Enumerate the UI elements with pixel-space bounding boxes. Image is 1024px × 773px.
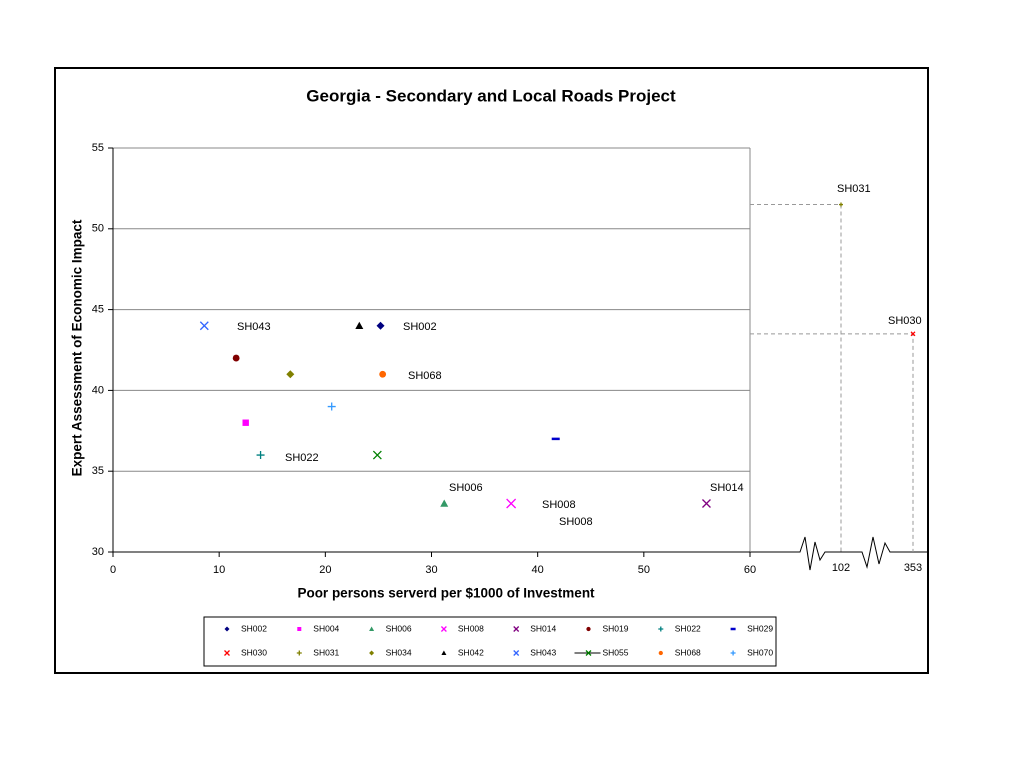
legend-label: SH030 <box>241 647 267 657</box>
data-point <box>506 498 517 509</box>
legend-label: SH022 <box>675 623 701 633</box>
legend-marker <box>369 626 375 631</box>
data-point <box>376 321 385 330</box>
x-break-tick-label: 353 <box>904 562 922 574</box>
chart-frame <box>54 67 929 674</box>
x-tick-label: 0 <box>110 564 116 576</box>
data-point <box>327 402 336 411</box>
legend-label: SH043 <box>530 647 556 657</box>
legend-label: SH055 <box>603 647 629 657</box>
legend-marker <box>658 650 663 656</box>
legend-marker <box>658 626 664 632</box>
data-point <box>379 370 387 378</box>
x-tick-label: 60 <box>744 564 756 576</box>
annotation: SH008 <box>559 516 593 528</box>
y-tick-label: 35 <box>92 465 104 477</box>
y-tick-label: 55 <box>92 142 104 154</box>
x-axis-label: Poor persons serverd per $1000 of Invest… <box>297 586 595 601</box>
data-point <box>702 499 711 508</box>
y-tick-label: 40 <box>92 384 104 396</box>
legend-label: SH008 <box>458 623 484 633</box>
legend-label: SH019 <box>603 623 629 633</box>
annotation: SH031 <box>837 183 871 195</box>
x-tick-label: 20 <box>319 564 331 576</box>
data-point <box>286 370 295 379</box>
legend-marker <box>730 650 736 656</box>
legend-marker <box>513 650 520 656</box>
legend-marker <box>296 650 302 656</box>
annotation: SH030 <box>888 315 922 327</box>
x-break-tick-label: 102 <box>832 562 850 574</box>
legend-marker <box>585 650 592 656</box>
legend-label: SH014 <box>530 623 556 633</box>
annotation: SH022 <box>285 452 319 464</box>
legend-label: SH004 <box>313 623 339 633</box>
annotation: SH008 <box>542 499 576 511</box>
legend-marker <box>513 626 520 632</box>
y-tick-label: 30 <box>92 546 104 558</box>
annotation: SH002 <box>403 321 437 333</box>
legend-marker <box>586 626 591 632</box>
data-point <box>372 450 382 460</box>
y-axis-label: Expert Assessment of Economic Impact <box>70 219 85 476</box>
data-point <box>256 451 265 460</box>
x-tick-label: 10 <box>213 564 225 576</box>
legend-label: SH034 <box>386 647 412 657</box>
x-tick-label: 40 <box>532 564 544 576</box>
legend-label: SH070 <box>747 647 773 657</box>
annotation: SH043 <box>237 321 271 333</box>
data-point <box>440 499 449 507</box>
y-tick-label: 45 <box>92 304 104 316</box>
legend-marker <box>441 650 447 655</box>
annotation: SH068 <box>408 370 442 382</box>
legend-label: SH042 <box>458 647 484 657</box>
data-point <box>242 419 249 426</box>
legend-box <box>203 616 777 667</box>
legend-label: SH031 <box>313 647 339 657</box>
data-point <box>839 202 843 207</box>
data-point <box>232 354 240 362</box>
legend-marker <box>440 626 447 632</box>
x-tick-label: 30 <box>425 564 437 576</box>
legend-label: SH006 <box>386 623 412 633</box>
data-point <box>910 331 916 337</box>
legend-label: SH068 <box>675 647 701 657</box>
annotation: SH006 <box>449 482 483 494</box>
annotation: SH014 <box>710 482 744 494</box>
data-point <box>355 321 364 329</box>
data-point <box>199 321 209 331</box>
legend-marker <box>297 627 302 631</box>
legend-marker <box>369 650 375 656</box>
legend-label: SH002 <box>241 623 267 633</box>
chart-title: Georgia - Secondary and Local Roads Proj… <box>306 86 676 105</box>
legend-label: SH029 <box>747 623 773 633</box>
x-tick-label: 50 <box>638 564 650 576</box>
y-tick-label: 50 <box>92 223 104 235</box>
broken-axis <box>750 536 928 571</box>
legend-marker <box>224 626 230 632</box>
legend-marker <box>224 650 230 656</box>
